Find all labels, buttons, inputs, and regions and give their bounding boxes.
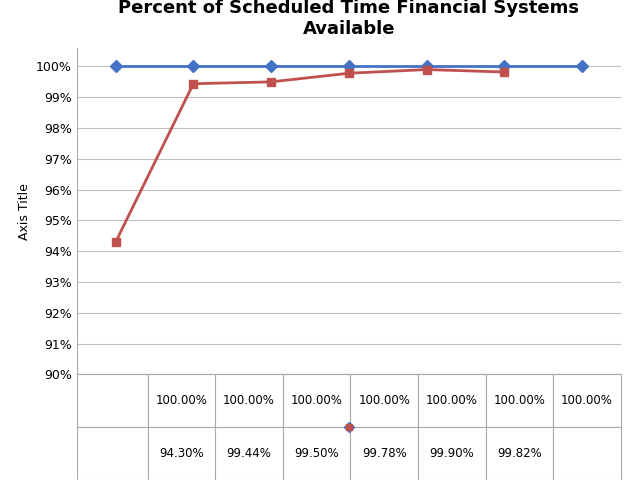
Target xyxy=(422,63,430,69)
Target xyxy=(268,63,275,69)
Line: Actual: Actual xyxy=(111,65,508,246)
Target xyxy=(578,63,586,69)
Line: Target: Target xyxy=(111,62,586,71)
Actual xyxy=(268,79,275,85)
Target xyxy=(112,63,120,69)
Actual xyxy=(500,69,508,75)
Target xyxy=(345,63,353,69)
Title: Percent of Scheduled Time Financial Systems
Available: Percent of Scheduled Time Financial Syst… xyxy=(118,0,579,38)
Actual xyxy=(345,71,353,76)
Actual xyxy=(189,81,197,86)
Actual xyxy=(112,239,120,245)
Actual xyxy=(422,67,430,72)
Target xyxy=(189,63,197,69)
Y-axis label: Axis Title: Axis Title xyxy=(17,183,31,240)
Target xyxy=(500,63,508,69)
